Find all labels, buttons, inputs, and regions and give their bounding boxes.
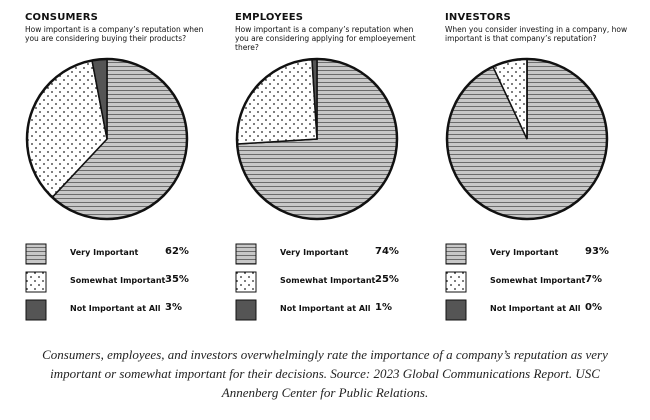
chart-panel: EMPLOYEES How important is a company’s re… [235,12,430,332]
legend-swatch [25,243,47,265]
chart-panel: INVESTORS When you consider investing in … [445,12,640,332]
value-label: 93% [585,246,609,257]
value-label: 35% [165,274,189,285]
value-label: 0% [585,302,602,313]
legend-label: Very Important [280,248,349,257]
caption: Consumers, employees, and investors over… [42,347,608,400]
legend-swatch-box [445,271,467,293]
legend-item: Somewhat Important 25% [235,271,430,293]
legend-swatch-box [445,299,467,321]
legend-item: Not Important at All 3% [25,299,220,321]
value-label: 3% [165,302,182,313]
legend-label: Somewhat Important [70,276,166,285]
pie-outline [445,57,609,221]
chart-panel: CONSUMERS How important is a company’s re… [25,12,220,332]
legend-swatch-box [25,299,47,321]
legend-swatch-box [25,271,47,293]
pie-slice [236,58,318,145]
legend-swatch [25,271,47,293]
pie-chart [25,57,189,221]
chart-subtitle: How important is a company’s reputation … [235,25,416,52]
pie-outline [235,57,399,221]
value-label: 25% [375,274,399,285]
chart-title: CONSUMERS [25,12,99,23]
legend-item: Not Important at All 0% [445,299,640,321]
value-label: 7% [585,274,602,285]
legend-item: Somewhat Important 7% [445,271,640,293]
legend-swatch [235,243,257,265]
legend-label: Not Important at All [490,304,581,313]
value-label: 74% [375,246,399,257]
legend-label: Not Important at All [280,304,371,313]
legend-item: Very Important 93% [445,243,640,265]
legend-swatch [445,299,467,321]
value-label: 62% [165,246,189,257]
legend-swatch [25,299,47,321]
legend-label: Very Important [490,248,559,257]
chart-subtitle: How important is a company’s reputation … [25,25,204,43]
legend-item: Very Important 74% [235,243,430,265]
legend-swatch [235,271,257,293]
legend-item: Somewhat Important 35% [25,271,220,293]
legend-label: Very Important [70,248,139,257]
legend-swatch-box [25,243,47,265]
legend-label: Not Important at All [70,304,161,313]
legend-swatch [445,243,467,265]
legend-item: Not Important at All 1% [235,299,430,321]
legend-swatch [235,299,257,321]
chart-subtitle: When you consider investing in a company… [445,25,628,43]
pie-chart [235,57,399,221]
legend-item: Very Important 62% [25,243,220,265]
legend-swatch [445,271,467,293]
pie-chart [445,57,609,221]
legend-swatch-box [235,243,257,265]
legend-swatch-box [235,271,257,293]
chart-title: INVESTORS [445,12,511,23]
legend-swatch-box [235,299,257,321]
value-label: 1% [375,302,392,313]
legend-swatch-box [445,243,467,265]
legend-label: Somewhat Important [490,276,586,285]
pie-outline [25,57,189,221]
legend-label: Somewhat Important [280,276,376,285]
chart-title: EMPLOYEES [235,12,304,23]
